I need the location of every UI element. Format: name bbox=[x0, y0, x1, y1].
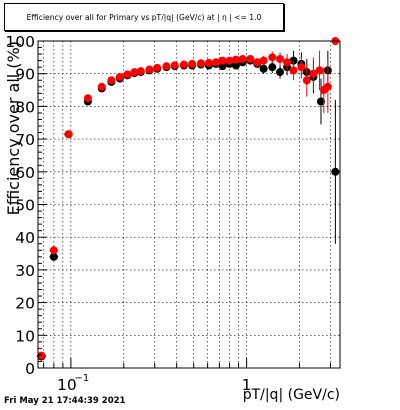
data-point bbox=[83, 94, 92, 103]
data-point bbox=[238, 54, 247, 63]
data-point bbox=[64, 130, 73, 139]
data-point bbox=[231, 61, 240, 70]
y-tick-label: 70 bbox=[15, 131, 35, 149]
chart-title-box: Efficiency over all for Primary vs pT/|q… bbox=[4, 3, 284, 31]
data-point bbox=[268, 53, 277, 62]
data-point bbox=[268, 63, 277, 72]
x-axis-label: pT/|q| (GeV/c) bbox=[243, 387, 340, 403]
x-tick-label: 10 bbox=[57, 376, 77, 394]
data-point bbox=[283, 58, 292, 67]
data-point bbox=[259, 56, 268, 65]
data-point bbox=[297, 63, 306, 72]
data-point bbox=[49, 252, 58, 261]
y-tick-label: 20 bbox=[15, 295, 35, 313]
data-point bbox=[162, 62, 171, 71]
y-tick-label: 0 bbox=[25, 360, 35, 378]
grid-lines bbox=[38, 40, 340, 369]
data-point bbox=[136, 67, 145, 76]
y-tick-label: 90 bbox=[15, 66, 35, 84]
data-point bbox=[188, 59, 197, 68]
data-point bbox=[218, 62, 227, 71]
data-point bbox=[315, 66, 324, 75]
data-series bbox=[36, 37, 340, 361]
y-tick-label: 50 bbox=[15, 197, 35, 215]
x-tick-label-exponent: −1 bbox=[75, 373, 90, 384]
x-tick-label: 1 bbox=[242, 376, 252, 394]
data-point bbox=[49, 246, 58, 255]
data-point bbox=[289, 56, 298, 65]
y-tick-label: 80 bbox=[15, 98, 35, 116]
data-point bbox=[323, 82, 332, 91]
y-axis-label: Efficiency over all (%) bbox=[4, 41, 23, 215]
data-point bbox=[145, 65, 154, 74]
data-point bbox=[115, 72, 124, 81]
data-point bbox=[204, 58, 213, 67]
series-red bbox=[36, 37, 340, 360]
axis-ticks bbox=[38, 40, 331, 369]
data-point bbox=[331, 167, 340, 176]
data-point bbox=[153, 63, 162, 72]
data-point bbox=[253, 58, 262, 67]
data-point bbox=[289, 66, 298, 75]
timestamp: Fri May 21 17:44:39 2021 bbox=[4, 396, 126, 406]
data-point bbox=[218, 56, 227, 65]
data-point bbox=[37, 351, 46, 360]
data-point bbox=[259, 64, 268, 73]
data-point bbox=[302, 76, 311, 85]
y-tick-label: 100 bbox=[5, 33, 35, 51]
data-point bbox=[123, 70, 132, 79]
y-tick-label: 30 bbox=[15, 262, 35, 280]
data-point bbox=[276, 54, 285, 63]
data-point bbox=[179, 60, 188, 69]
data-point bbox=[246, 54, 255, 63]
data-point bbox=[170, 61, 179, 70]
data-point bbox=[309, 69, 318, 78]
data-point bbox=[212, 58, 221, 67]
data-point bbox=[276, 68, 285, 77]
data-point bbox=[316, 97, 325, 106]
series-black bbox=[36, 50, 340, 361]
data-point bbox=[196, 59, 205, 68]
data-point bbox=[231, 55, 240, 64]
data-point bbox=[130, 68, 139, 77]
data-point bbox=[97, 82, 106, 91]
y-tick-label: 60 bbox=[15, 164, 35, 182]
chart-title: Efficiency over all for Primary vs pT/|q… bbox=[26, 12, 262, 22]
data-point bbox=[225, 56, 234, 65]
y-tick-label: 40 bbox=[15, 229, 35, 247]
data-point bbox=[107, 76, 116, 85]
y-tick-label: 10 bbox=[15, 327, 35, 345]
